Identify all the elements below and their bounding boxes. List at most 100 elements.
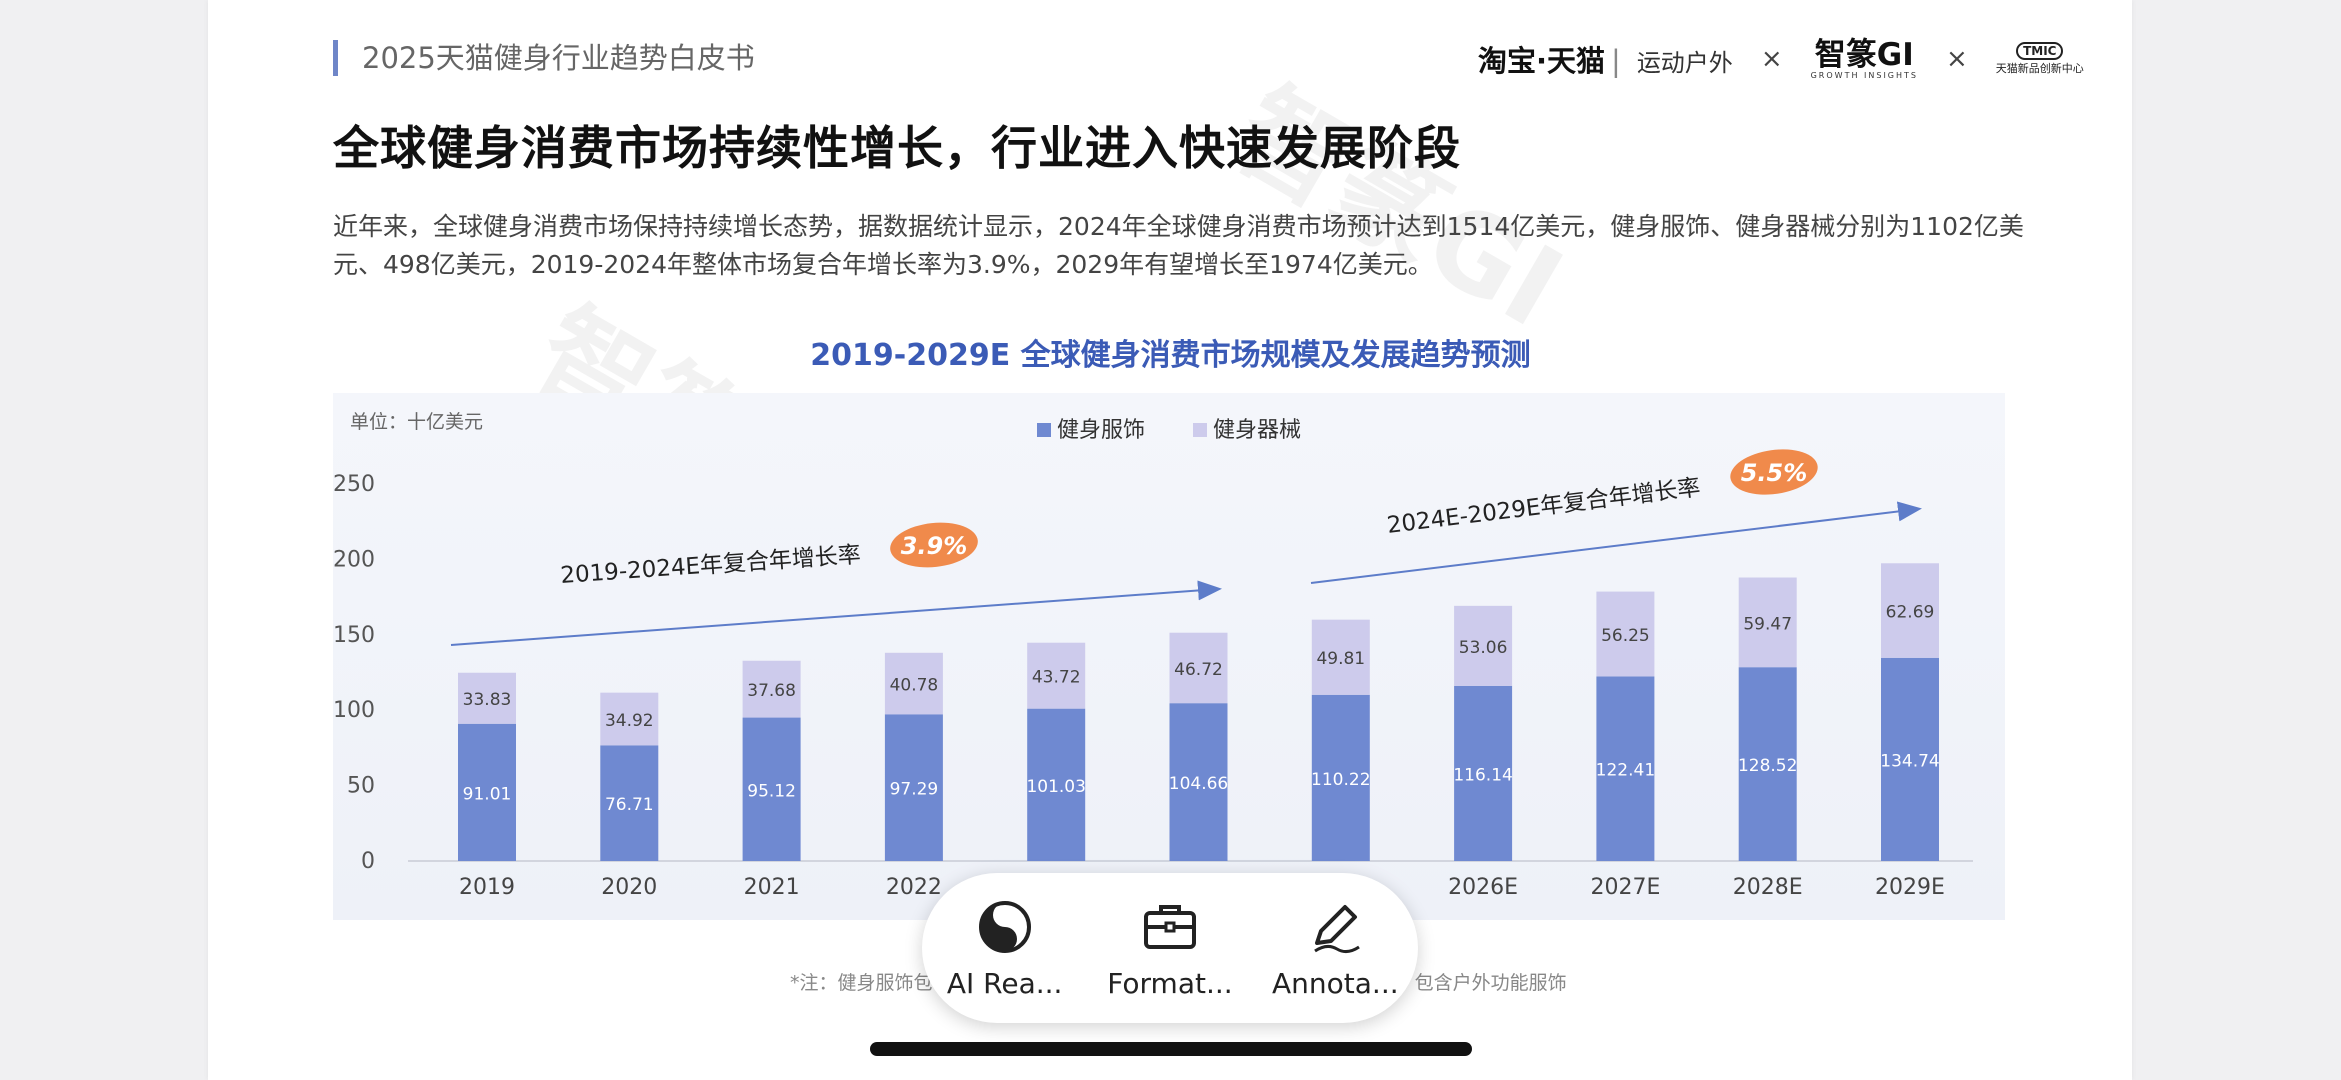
data-label: 56.25 [1601, 626, 1650, 646]
data-label: 110.22 [1311, 770, 1370, 790]
annotate-button[interactable]: Annota... [1260, 897, 1410, 1000]
x-tick-label: 2027E [1590, 875, 1660, 900]
data-label: 49.81 [1316, 649, 1365, 669]
bar-segment [1454, 685, 1513, 861]
cagr-label: 2019-2024E年复合年增长率 [560, 542, 862, 589]
tmic-text: 天猫新品创新中心 [1995, 62, 2084, 75]
y-tick-label: 200 [333, 547, 375, 572]
footnote-start: *注：健身服饰包 [790, 972, 933, 994]
y-tick-label: 250 [333, 472, 375, 497]
data-label: 40.78 [890, 676, 939, 696]
data-label: 59.47 [1743, 614, 1792, 634]
unit-label: 单位：十亿美元 [350, 411, 483, 433]
taobao-text: 淘宝·天猫 [1478, 44, 1606, 78]
bar-segment [1881, 657, 1939, 861]
brand-separator: × [1760, 44, 1783, 74]
x-tick-label: 2019 [459, 875, 515, 900]
bar-segment [600, 745, 659, 861]
chart-panel: 单位：十亿美元 0 50 100 150 200 250 健身服饰 健身器械 91.01 33.83… [333, 393, 2005, 920]
y-tick-label: 100 [333, 698, 375, 723]
pen-icon [1314, 904, 1361, 953]
y-tick-label: 50 [347, 774, 375, 799]
bar-segment [458, 723, 516, 861]
data-label: 97.29 [890, 780, 939, 800]
footnote: *注：健身服饰包 包含户外功能服饰 [790, 968, 1567, 995]
data-label: 122.41 [1596, 761, 1655, 781]
y-tick-label: 150 [333, 623, 375, 648]
bar-segment [884, 714, 943, 861]
data-label: 53.06 [1459, 638, 1508, 658]
format-label: Format... [1107, 966, 1233, 1000]
ai-read-button[interactable]: AI Rea... [930, 897, 1080, 1000]
legend-swatch [1037, 423, 1051, 437]
ai-read-icon [978, 900, 1031, 953]
chart-title: 2019-2029E 全球健身消费市场规模及发展趋势预测 [810, 338, 1531, 373]
cagr-arrow [1310, 501, 1922, 584]
bar-segment [742, 717, 801, 861]
data-label: 128.52 [1738, 756, 1797, 776]
bar-segment [1311, 619, 1370, 695]
zhixiang-text: 智篆GI [1814, 36, 1914, 73]
bar-segment [1169, 703, 1228, 861]
floating-toolbar: AI Rea... Format... Annota... [922, 873, 1418, 1023]
data-label: 33.83 [463, 690, 512, 710]
watermark: 智篆GI [1214, 65, 1583, 352]
data-label: 116.14 [1453, 765, 1512, 785]
tmic-logo: TMIC 天猫新品创新中心 [1996, 42, 2084, 76]
data-label: 76.71 [605, 795, 654, 815]
zhixiang-logo: 智篆GI GROWTH INSIGHTS [1811, 39, 1918, 80]
data-label: 104.66 [1169, 774, 1228, 794]
cagr-badge [890, 522, 978, 568]
page-title: 全球健身消费市场持续性增长，行业进入快速发展阶段 [333, 121, 1461, 175]
format-button[interactable]: Format... [1095, 897, 1245, 1000]
bar-segment [1027, 642, 1086, 709]
cagr-label: 2024E-2029E年复合年增长率 [1386, 475, 1702, 539]
bar-segment [1454, 605, 1513, 686]
legend-label: 健身器械 [1213, 418, 1301, 443]
x-tick-label: 2021 [744, 875, 800, 900]
bar-segment [1311, 694, 1370, 861]
cagr-badge [1730, 449, 1818, 495]
bar-segment [1596, 591, 1655, 677]
bar-segment [1738, 577, 1797, 668]
bar-segment [1881, 563, 1939, 658]
data-label: 91.01 [463, 784, 512, 804]
document-header-title: 2025天猫健身行业趋势白皮书 [362, 41, 755, 75]
x-tick-label: 2028E [1733, 875, 1803, 900]
bar-segment [742, 660, 801, 718]
home-indicator[interactable] [870, 1042, 1472, 1056]
data-label: 62.69 [1886, 603, 1935, 623]
legend-swatch [1193, 423, 1207, 437]
legend-label: 健身服饰 [1057, 418, 1145, 443]
taobao-sub-text: 运动户外 [1636, 49, 1733, 77]
zhixiang-subtext: GROWTH INSIGHTS [1810, 70, 1918, 80]
x-tick-label: 2020 [601, 875, 657, 900]
data-label: 134.74 [1880, 751, 1939, 771]
brand-separator: × [1945, 44, 1968, 74]
header-accent-bar [333, 40, 338, 76]
bar-segment [1738, 667, 1797, 861]
y-tick-label: 0 [361, 849, 375, 874]
brand-logos: 淘宝·天猫 | 运动户外 × 智篆GI GROWTH INSIGHTS × TMIC… [1478, 34, 2084, 84]
x-tick-label: 2029E [1875, 875, 1945, 900]
data-label: 95.12 [747, 781, 796, 801]
footnote-end: 包含户外功能服饰 [1414, 972, 1567, 994]
briefcase-icon [1143, 904, 1196, 949]
data-label: 43.72 [1032, 668, 1081, 688]
data-label: 34.92 [605, 711, 654, 731]
data-label: 37.68 [747, 681, 796, 701]
bar-segment [884, 652, 943, 715]
bar-segment [600, 692, 659, 746]
data-label: 101.03 [1026, 777, 1085, 797]
cagr-arrow [450, 580, 1222, 646]
taobao-tmall-logo: 淘宝·天猫 | 运动户外 [1478, 44, 1733, 78]
data-label: 46.72 [1174, 660, 1223, 680]
x-tick-label: 2022 [886, 875, 942, 900]
cagr-rate: 3.9% [901, 532, 968, 560]
bar-segment [1169, 632, 1228, 704]
stacked-bar-chart: 单位：十亿美元 0 50 100 150 200 250 健身服饰 健身器械 91.01 33.83… [333, 411, 1973, 900]
bar-segment [1596, 676, 1655, 861]
intro-paragraph: 近年来，全球健身消费市场保持持续增长态势，据数据统计显示，2024年全球健身消费… [333, 212, 2024, 279]
annotate-label: Annota... [1272, 966, 1399, 1000]
x-tick-label: 2026E [1448, 875, 1518, 900]
